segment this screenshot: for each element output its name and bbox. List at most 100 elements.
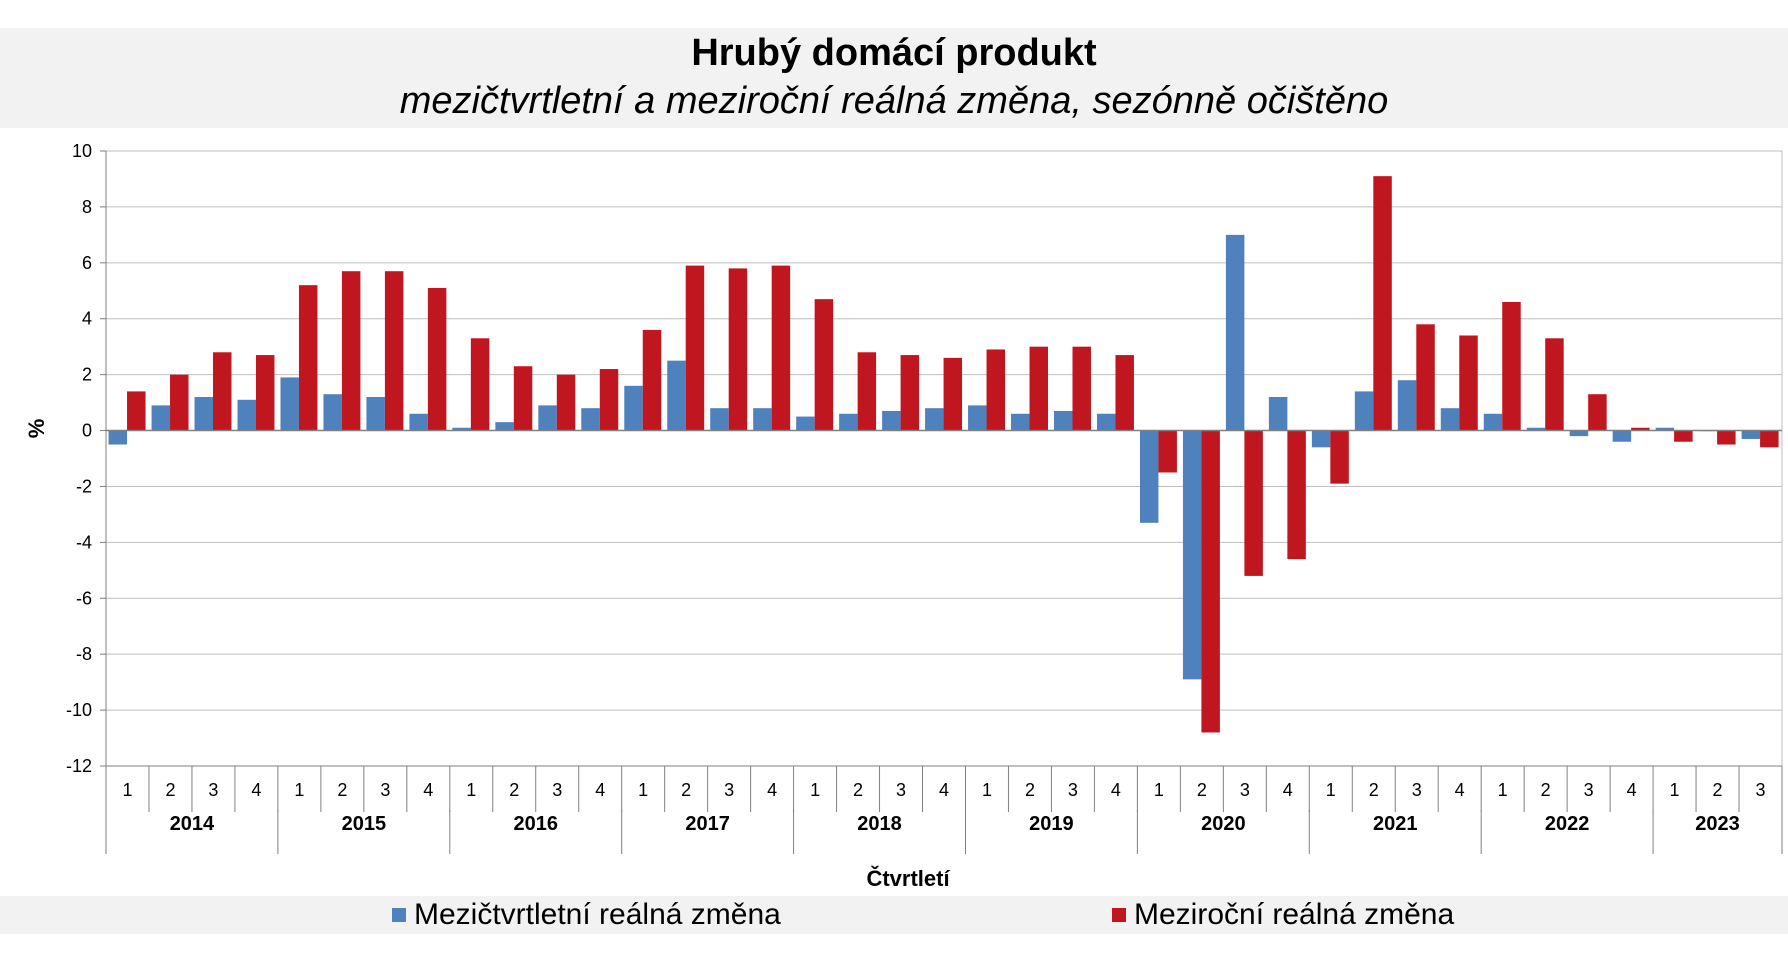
bar-yearly [384, 271, 404, 431]
bar-quarterly [1311, 430, 1331, 448]
bar-yearly [1717, 430, 1736, 445]
bar-quarterly [452, 427, 471, 431]
bar-quarterly [1655, 427, 1675, 431]
y-tick-label: -10 [66, 700, 92, 720]
quarter-label: 4 [1111, 780, 1121, 800]
legend-swatch-quarterly [392, 908, 406, 922]
bar-yearly [1330, 430, 1349, 484]
quarter-label: 3 [1584, 780, 1594, 800]
bar-yearly [556, 374, 576, 431]
bar-quarterly [796, 416, 815, 431]
bar-yearly [1029, 346, 1048, 431]
quarter-label: 2 [165, 780, 175, 800]
quarter-label: 4 [251, 780, 261, 800]
bar-quarterly [581, 408, 600, 431]
bar-quarterly [495, 422, 514, 431]
year-label: 2016 [513, 813, 558, 835]
bar-yearly [170, 374, 189, 431]
bar-quarterly [323, 394, 342, 431]
bar-yearly [900, 355, 920, 431]
year-label: 2020 [1201, 813, 1246, 835]
bar-quarterly [1268, 397, 1288, 431]
bar-yearly [427, 287, 447, 431]
bar-quarterly [1526, 427, 1546, 431]
y-tick-label: 4 [82, 309, 92, 329]
quarter-label: 4 [767, 780, 777, 800]
bar-quarterly [839, 413, 858, 431]
quarter-label: 2 [509, 780, 519, 800]
legend-band [0, 896, 1788, 934]
quarter-label: 3 [724, 780, 734, 800]
y-tick-label: -4 [76, 532, 92, 552]
year-label: 2014 [170, 813, 215, 835]
quarter-label: 1 [1326, 780, 1336, 800]
quarter-label: 2 [853, 780, 863, 800]
bar-quarterly [409, 413, 428, 431]
bar-yearly [341, 271, 361, 431]
quarter-label: 2 [1713, 780, 1723, 800]
bar-yearly [1631, 427, 1650, 431]
bar-quarterly [1741, 430, 1761, 439]
quarter-label: 1 [1670, 780, 1680, 800]
bar-yearly [1072, 346, 1091, 431]
bar-yearly [513, 366, 533, 431]
quarter-label: 3 [1412, 780, 1422, 800]
quarter-label: 1 [1498, 780, 1508, 800]
legend-entry-quarterly: Mezičtvrtletní reálná změna [392, 896, 781, 934]
bar-yearly [728, 268, 748, 431]
bar-yearly [1244, 430, 1263, 576]
quarter-label: 3 [1756, 780, 1766, 800]
bar-yearly [1373, 176, 1392, 431]
bar-quarterly [366, 397, 385, 431]
bar-quarterly [237, 399, 256, 431]
plot-area [105, 150, 1783, 767]
y-tick-label: 0 [82, 421, 92, 441]
quarter-label: 3 [896, 780, 906, 800]
quarter-label: 3 [1068, 780, 1078, 800]
legend-label-yearly: Meziroční reálná změna [1134, 898, 1455, 931]
y-axis-label: % [24, 419, 49, 439]
bar-yearly [986, 349, 1006, 431]
bar-quarterly [710, 408, 729, 431]
bar-yearly [814, 299, 834, 431]
quarter-label: 2 [1369, 780, 1379, 800]
bar-quarterly [1397, 380, 1417, 431]
bar-quarterly [280, 377, 299, 431]
bar-quarterly [1569, 430, 1589, 437]
quarter-label: 4 [939, 780, 949, 800]
quarter-label: 1 [122, 780, 132, 800]
bar-yearly [1674, 430, 1693, 442]
bar-yearly [1760, 430, 1779, 448]
y-tick-label: -8 [76, 644, 92, 664]
bar-quarterly [538, 405, 557, 431]
y-tick-label: 8 [82, 197, 92, 217]
bar-quarterly [151, 405, 171, 431]
quarter-label: 2 [337, 780, 347, 800]
chart-title: Hrubý domácí produkt [691, 32, 1097, 74]
bar-yearly [298, 285, 318, 431]
legend-swatch-yearly [1112, 908, 1126, 922]
y-tick-label: -6 [76, 588, 92, 608]
bar-quarterly [1054, 410, 1073, 431]
quarter-label: 1 [638, 780, 648, 800]
year-label: 2023 [1695, 813, 1740, 835]
quarter-label: 4 [1455, 780, 1465, 800]
bar-quarterly [1612, 430, 1632, 442]
bar-quarterly [882, 410, 901, 431]
year-label: 2019 [1029, 813, 1074, 835]
y-tick-label: 6 [82, 253, 92, 273]
bar-yearly [685, 265, 705, 431]
bar-yearly [1545, 338, 1564, 431]
y-tick-label: 10 [72, 141, 92, 161]
bar-quarterly [667, 360, 686, 431]
bar-yearly [1416, 324, 1435, 431]
quarter-label: 2 [1025, 780, 1035, 800]
quarter-label: 1 [1154, 780, 1164, 800]
y-tick-label: 2 [82, 365, 92, 385]
legend-label-quarterly: Mezičtvrtletní reálná změna [414, 898, 781, 931]
bar-yearly [1115, 355, 1134, 431]
bar-yearly [127, 391, 146, 431]
quarter-label: 1 [294, 780, 304, 800]
quarter-label: 3 [1240, 780, 1250, 800]
x-axis-label: Čtvrtletí [866, 866, 950, 891]
